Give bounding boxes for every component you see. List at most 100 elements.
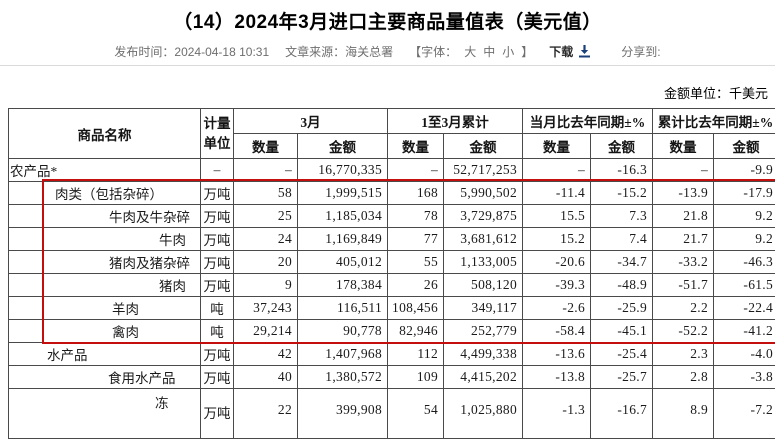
cell-mom-amt: -25.9 <box>591 297 653 320</box>
cell-unit: 吨 <box>201 297 234 320</box>
cell-c-qty: 54 <box>388 389 444 439</box>
table-row: 水产品 万吨 42 1,407,968 112 4,499,338 -13.6 … <box>9 343 775 366</box>
unit-note: 金额单位：千美元 <box>664 83 768 102</box>
cell-unit: 吨 <box>201 320 234 343</box>
cell-unit: – <box>201 159 234 182</box>
download-label: 下载 <box>549 43 573 60</box>
subheader-m-amt: 金额 <box>298 134 388 159</box>
share-label: 分享到: <box>621 43 660 60</box>
cell-m-qty: 40 <box>234 366 298 389</box>
header-divider <box>0 65 775 66</box>
cell-c-qty: – <box>388 159 444 182</box>
cell-y-qty: 21.7 <box>653 228 714 251</box>
table-row: 肉类（包括杂碎） 万吨 58 1,999,515 168 5,990,502 -… <box>9 182 775 205</box>
cell-mom-amt: -48.9 <box>591 274 653 297</box>
cell-mom-amt: -16.3 <box>591 159 653 182</box>
col-group-mom-yoy: 当月比去年同期±% <box>523 109 653 134</box>
cell-c-amt: 508,120 <box>444 274 523 297</box>
font-size-large-button[interactable]: 大 <box>464 43 476 60</box>
cell-y-amt: -61.5 <box>714 274 775 297</box>
cell-c-amt: 4,499,338 <box>444 343 523 366</box>
cell-m-qty: – <box>234 159 298 182</box>
table-row: 冻 万吨 22 399,908 54 1,025,880 -1.3 -16.7 … <box>9 389 775 439</box>
cell-name: 牛肉 <box>9 228 201 251</box>
table-header: 商品名称 计量 单位 3月 1至3月累计 当月比去年同期±% 累计比去年同期±%… <box>9 109 775 159</box>
cell-mom-amt: -45.1 <box>591 320 653 343</box>
subheader-mom-qty: 数量 <box>523 134 591 159</box>
cell-m-amt: 1,999,515 <box>298 182 388 205</box>
cell-m-amt: 1,169,849 <box>298 228 388 251</box>
cell-m-qty: 25 <box>234 205 298 228</box>
cell-m-qty: 9 <box>234 274 298 297</box>
table-row: 食用水产品 万吨 40 1,380,572 109 4,415,202 -13.… <box>9 366 775 389</box>
cell-name: 农产品* <box>9 159 201 182</box>
cell-y-qty: 2.8 <box>653 366 714 389</box>
cell-mom-amt: -15.2 <box>591 182 653 205</box>
cell-mom-amt: -25.7 <box>591 366 653 389</box>
cell-unit: 万吨 <box>201 274 234 297</box>
cell-c-amt: 349,117 <box>444 297 523 320</box>
cell-m-qty: 24 <box>234 228 298 251</box>
cell-y-amt: 9.2 <box>714 205 775 228</box>
cell-m-amt: 405,012 <box>298 251 388 274</box>
cell-y-qty: – <box>653 159 714 182</box>
cell-m-amt: 90,778 <box>298 320 388 343</box>
cell-c-qty: 55 <box>388 251 444 274</box>
cell-unit: 万吨 <box>201 343 234 366</box>
download-icon <box>578 44 591 58</box>
cell-y-qty: -13.9 <box>653 182 714 205</box>
download-button[interactable]: 下载 <box>549 43 591 60</box>
cell-name: 猪肉 <box>9 274 201 297</box>
cell-m-amt: 16,770,335 <box>298 159 388 182</box>
cell-m-amt: 1,407,968 <box>298 343 388 366</box>
cell-y-qty: 2.2 <box>653 297 714 320</box>
subheader-y-qty: 数量 <box>653 134 714 159</box>
cell-y-amt: -3.8 <box>714 366 775 389</box>
publish-time: 发布时间：2024-04-18 10:31 <box>114 43 269 60</box>
cell-y-qty: 8.9 <box>653 389 714 439</box>
cell-mom-qty: -58.4 <box>523 320 591 343</box>
cell-m-qty: 37,243 <box>234 297 298 320</box>
cell-name: 禽肉 <box>9 320 201 343</box>
cell-mom-qty: -1.3 <box>523 389 591 439</box>
font-size-small-button[interactable]: 小 <box>502 43 514 60</box>
cell-m-amt: 1,380,572 <box>298 366 388 389</box>
table-row: 猪肉 万吨 9 178,384 26 508,120 -39.3 -48.9 -… <box>9 274 775 297</box>
cell-c-amt: 252,779 <box>444 320 523 343</box>
cell-m-qty: 42 <box>234 343 298 366</box>
cell-mom-qty: -2.6 <box>523 297 591 320</box>
cell-name: 水产品 <box>9 343 201 366</box>
cell-mom-qty: -13.6 <box>523 343 591 366</box>
commodity-table-wrap: 商品名称 计量 单位 3月 1至3月累计 当月比去年同期±% 累计比去年同期±%… <box>8 108 775 439</box>
cell-y-qty: 21.8 <box>653 205 714 228</box>
cell-mom-qty: -11.4 <box>523 182 591 205</box>
cell-c-qty: 82,946 <box>388 320 444 343</box>
cell-c-qty: 26 <box>388 274 444 297</box>
cell-mom-qty: -13.8 <box>523 366 591 389</box>
cell-mom-qty: -39.3 <box>523 274 591 297</box>
col-header-name: 商品名称 <box>9 109 201 159</box>
cell-c-amt: 1,133,005 <box>444 251 523 274</box>
cell-m-amt: 399,908 <box>298 389 388 439</box>
cell-unit: 万吨 <box>201 205 234 228</box>
cell-y-amt: -41.2 <box>714 320 775 343</box>
font-ctl-suffix: 】 <box>521 43 533 60</box>
cell-m-amt: 116,511 <box>298 297 388 320</box>
cell-name: 羊肉 <box>9 297 201 320</box>
cell-y-amt: -7.2 <box>714 389 775 439</box>
cell-unit: 万吨 <box>201 389 234 439</box>
cell-y-amt: -9.9 <box>714 159 775 182</box>
cell-y-amt: -17.9 <box>714 182 775 205</box>
font-size-medium-button[interactable]: 中 <box>483 43 495 60</box>
cell-mom-qty: 15.2 <box>523 228 591 251</box>
cell-c-qty: 108,456 <box>388 297 444 320</box>
meta-bar: 发布时间：2024-04-18 10:31 文章来源：海关总署 【字体： 大 中… <box>0 42 775 60</box>
cell-y-qty: -51.7 <box>653 274 714 297</box>
subheader-mom-amt: 金额 <box>591 134 653 159</box>
cell-c-amt: 1,025,880 <box>444 389 523 439</box>
cell-c-qty: 109 <box>388 366 444 389</box>
cell-unit: 万吨 <box>201 182 234 205</box>
cell-name: 食用水产品 <box>9 366 201 389</box>
cell-c-amt: 3,729,875 <box>444 205 523 228</box>
cell-unit: 万吨 <box>201 228 234 251</box>
